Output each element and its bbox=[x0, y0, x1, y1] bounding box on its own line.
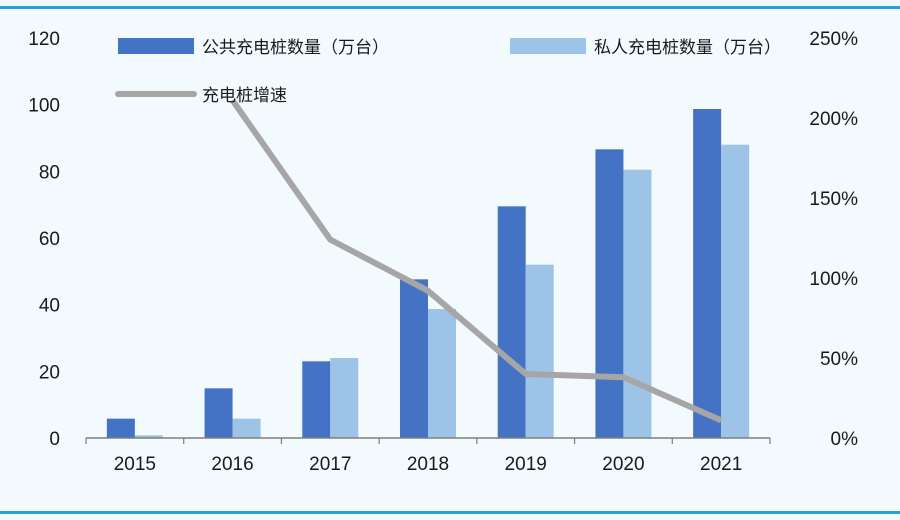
x-tick-label-2021: 2021 bbox=[700, 454, 742, 475]
bars-layer bbox=[106, 109, 750, 439]
y-right-tick-label: 250% bbox=[809, 29, 858, 50]
x-tick-label-2017: 2017 bbox=[309, 454, 351, 475]
x-tick-label-2015: 2015 bbox=[114, 454, 156, 475]
growth-line bbox=[230, 98, 723, 424]
legend: 公共充电桩数量（万台） 私人充电桩数量（万台） 充电桩增速 bbox=[115, 38, 781, 106]
legend-swatch-1 bbox=[510, 38, 586, 54]
bar-public-2021 bbox=[693, 109, 722, 438]
bar-private-2018 bbox=[428, 309, 456, 438]
y-left-tick-label: 40 bbox=[39, 296, 60, 317]
y-left-tick-label: 100 bbox=[28, 96, 60, 117]
legend-label-0: 公共充电桩数量（万台） bbox=[202, 38, 389, 58]
axes-layer: 2015 2016 2017 2018 2019 2020 2021 0 20 40 60 80 100… bbox=[28, 29, 858, 475]
y-right-tick-label: 50% bbox=[820, 349, 858, 370]
bar-private-2021 bbox=[721, 144, 750, 438]
bar-public-2015 bbox=[106, 418, 135, 438]
y-right-tick-label: 100% bbox=[809, 269, 858, 290]
legend-swatch-0 bbox=[118, 38, 194, 54]
x-tick-label-2020: 2020 bbox=[602, 454, 644, 475]
bar-public-2017 bbox=[302, 361, 331, 438]
y-right-tick-label: 200% bbox=[809, 109, 858, 130]
y-right-tick-label: 0% bbox=[831, 429, 859, 450]
line-layer bbox=[230, 98, 723, 424]
y-left-tick-label: 0 bbox=[49, 429, 60, 450]
y-right-tick-label: 150% bbox=[809, 189, 858, 210]
bar-private-2020 bbox=[623, 169, 652, 438]
bar-public-2020 bbox=[595, 149, 624, 439]
y-left-tick-label: 20 bbox=[39, 362, 60, 383]
x-tick-label-2016: 2016 bbox=[211, 454, 253, 475]
y-left-tick-label: 80 bbox=[39, 162, 60, 183]
top-rule bbox=[0, 6, 900, 9]
x-tick-label-2019: 2019 bbox=[505, 454, 547, 475]
bottom-rule bbox=[0, 511, 900, 514]
bar-private-2017 bbox=[330, 358, 359, 438]
bar-private-2019 bbox=[525, 264, 554, 438]
x-tick-label-2018: 2018 bbox=[407, 454, 449, 475]
legend-label-2: 充电桩增速 bbox=[202, 86, 287, 106]
y-left-tick-label: 60 bbox=[39, 229, 60, 250]
bar-public-2019 bbox=[497, 206, 526, 438]
legend-label-1: 私人充电桩数量（万台） bbox=[594, 38, 781, 58]
bar-public-2018 bbox=[400, 279, 428, 438]
bar-public-2016 bbox=[204, 388, 233, 438]
y-left-tick-label: 120 bbox=[28, 29, 60, 50]
bar-private-2016 bbox=[232, 418, 261, 438]
bar-private-2015 bbox=[134, 435, 163, 438]
